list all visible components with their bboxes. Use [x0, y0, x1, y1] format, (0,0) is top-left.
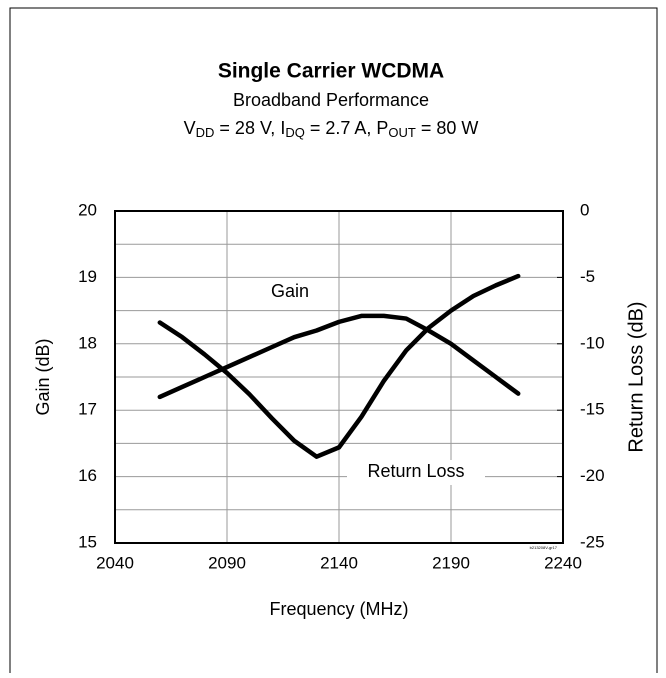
y2-tick-label: -25 — [580, 532, 605, 551]
y-axis-label: Gain (dB) — [33, 338, 53, 415]
x-axis-label: Frequency (MHz) — [269, 599, 408, 619]
text-part: = 28 V, I — [214, 118, 285, 138]
y-tick-label: 19 — [78, 267, 97, 286]
frame — [9, 7, 658, 673]
footnote: b213208V-gr17 — [530, 545, 558, 550]
chart-title: Single Carrier WCDMA — [218, 60, 444, 83]
subscript: DD — [196, 125, 215, 140]
y-tick-label: 17 — [78, 400, 97, 419]
x-tick-label: 2190 — [432, 553, 470, 572]
y-tick-label: 18 — [78, 333, 97, 352]
chart-conditions: VDD = 28 V, IDQ = 2.7 A, POUT = 80 W — [184, 118, 479, 141]
x-tick-label: 2090 — [208, 553, 246, 572]
subscript: DQ — [285, 125, 305, 140]
y2-tick-label: -20 — [580, 466, 605, 485]
y2-tick-label: -10 — [580, 333, 605, 352]
y-tick-label: 15 — [78, 532, 97, 551]
y-tick-label: 16 — [78, 466, 97, 485]
label-background — [347, 460, 485, 485]
y2-tick-label: -5 — [580, 267, 595, 286]
series-line — [157, 273, 521, 459]
x-tick-label: 2040 — [96, 553, 134, 572]
text-part: V — [184, 118, 196, 138]
y-tick-label: 20 — [78, 200, 97, 219]
text-part: = 80 W — [416, 118, 479, 138]
y2-axis-label: Return Loss (dB) — [625, 301, 647, 452]
plot-border — [114, 210, 564, 544]
x-tick-label: 2240 — [544, 553, 582, 572]
series-label: Gain — [271, 281, 309, 301]
y2-tick-label: -15 — [580, 400, 605, 419]
y2-tick-label: 0 — [580, 200, 589, 219]
subscript: OUT — [388, 125, 416, 140]
text-part: = 2.7 A, P — [305, 118, 389, 138]
series-label: Return Loss — [367, 461, 464, 481]
chart-subtitle: Broadband Performance — [233, 90, 429, 110]
series-line — [157, 313, 521, 400]
x-tick-label: 2140 — [320, 553, 358, 572]
